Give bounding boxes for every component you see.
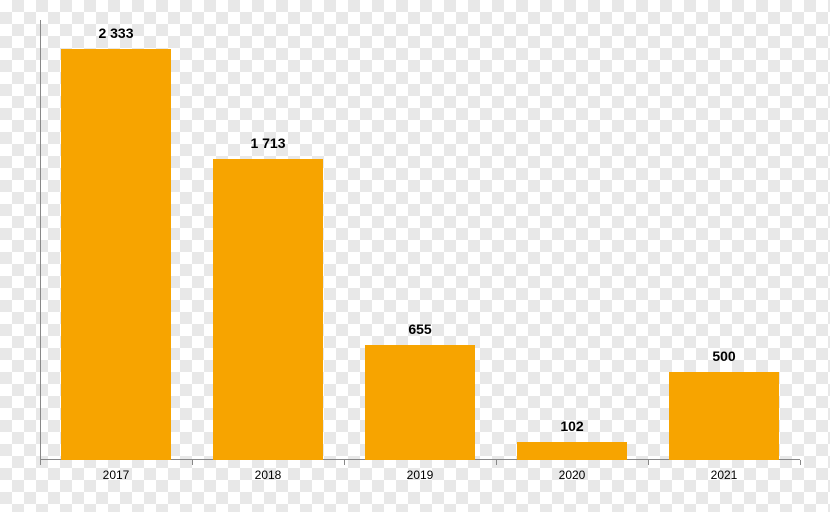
tick [648, 460, 649, 465]
tick [800, 460, 801, 465]
bars-wrapper: 2 333 1 713 655 102 500 [40, 20, 800, 460]
x-label: 2018 [192, 468, 344, 482]
bar-group: 1 713 [192, 135, 344, 460]
plot-area: 2 333 1 713 655 102 500 [40, 20, 800, 460]
bar [517, 442, 626, 460]
bar-value-label: 102 [560, 418, 583, 434]
bar-group: 2 333 [40, 25, 192, 460]
bar-group: 500 [648, 348, 800, 460]
bar-value-label: 500 [712, 348, 735, 364]
x-label: 2020 [496, 468, 648, 482]
tick [496, 460, 497, 465]
bar-group: 655 [344, 321, 496, 460]
x-label: 2017 [40, 468, 192, 482]
bar-value-label: 2 333 [98, 25, 133, 41]
bar [213, 159, 322, 460]
tick [192, 460, 193, 465]
bar [61, 49, 170, 460]
tick [40, 460, 41, 465]
bar-value-label: 1 713 [250, 135, 285, 151]
tick [344, 460, 345, 465]
bar [365, 345, 474, 460]
x-label: 2019 [344, 468, 496, 482]
x-label: 2021 [648, 468, 800, 482]
bar-group: 102 [496, 418, 648, 460]
bar-value-label: 655 [408, 321, 431, 337]
x-axis-labels: 2017 2018 2019 2020 2021 [40, 468, 800, 482]
bar [669, 372, 778, 460]
bar-chart: 2 333 1 713 655 102 500 2017 2018 20 [0, 0, 830, 512]
